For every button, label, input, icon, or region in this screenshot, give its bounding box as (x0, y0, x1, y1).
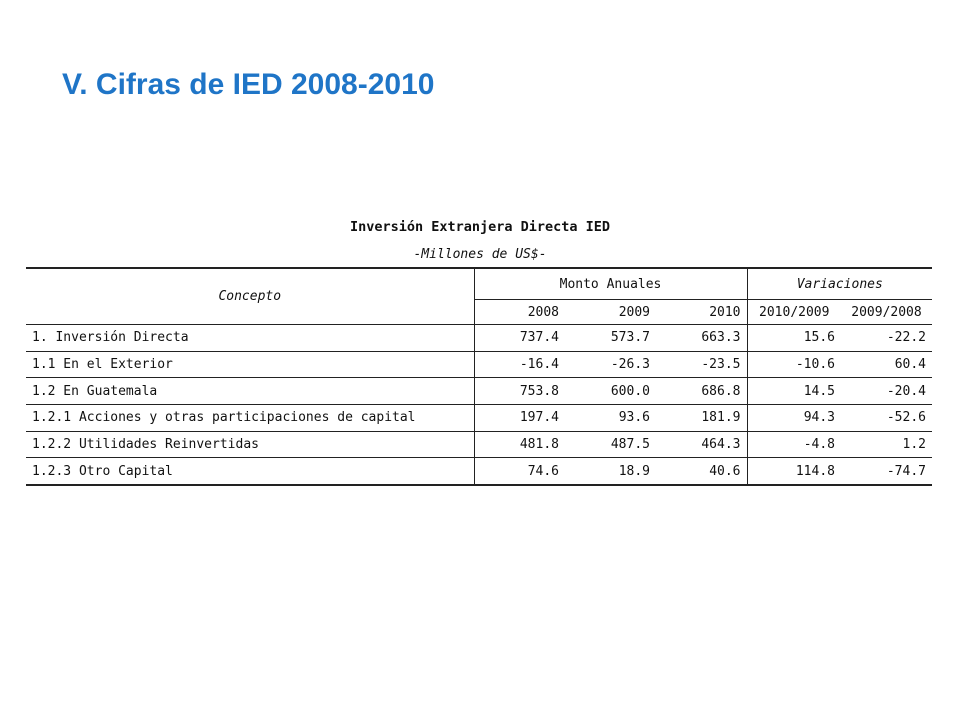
variation-2009-2008: -20.4 (841, 377, 932, 406)
variaciones-header: Variaciones (746, 267, 932, 300)
table-title: Inversión Extranjera Directa IED (349, 219, 611, 235)
value-2008: -16.4 (473, 351, 565, 379)
value-2010: 464.3 (656, 431, 747, 459)
value-2009: -26.3 (565, 351, 656, 379)
variation-2010-2009: 94.3 (746, 404, 841, 432)
value-2009: 18.9 (565, 457, 656, 487)
value-2008: 481.8 (473, 431, 565, 459)
value-2008: 753.8 (473, 377, 565, 406)
value-2010: 40.6 (656, 457, 747, 487)
year-header-2008: 2008 (473, 299, 565, 325)
value-2010: 181.9 (656, 404, 747, 432)
table-row: 1.2 En Guatemala 753.8 600.0 686.8 14.5 … (26, 377, 932, 406)
value-2010: -23.5 (656, 351, 747, 379)
variation-2009-2008: 1.2 (841, 431, 932, 459)
value-2009: 487.5 (565, 431, 656, 459)
value-2008: 197.4 (473, 404, 565, 432)
header-row-columns: 2008 2009 2010 2010/2009 2009/2008 (26, 299, 932, 325)
value-2010: 686.8 (656, 377, 747, 406)
table-row: 1.1 En el Exterior -16.4 -26.3 -23.5 -10… (26, 351, 932, 379)
value-2009: 600.0 (565, 377, 656, 406)
row-concept: 1. Inversión Directa (26, 324, 474, 352)
ied-table: Concepto Monto Anuales Variaciones 2008 … (26, 267, 932, 487)
row-concept: 1.2.3 Otro Capital (26, 457, 474, 487)
table-row: 1.2.1 Acciones y otras participaciones d… (26, 404, 932, 432)
row-concept: 1.2.1 Acciones y otras participaciones d… (26, 404, 474, 432)
variation-2010-2009: 15.6 (746, 324, 841, 352)
row-concept: 1.2 En Guatemala (26, 377, 474, 406)
row-concept: 1.1 En el Exterior (26, 351, 474, 379)
variation-header-2010-2009: 2010/2009 (746, 299, 841, 325)
year-header-2010: 2010 (656, 299, 747, 325)
variation-2010-2009: -10.6 (746, 351, 841, 379)
table-row: 1.2.3 Otro Capital 74.6 18.9 40.6 114.8 … (26, 457, 932, 487)
value-2009: 93.6 (565, 404, 656, 432)
year-header-2009: 2009 (565, 299, 656, 325)
variation-2010-2009: 14.5 (746, 377, 841, 406)
variation-2009-2008: 60.4 (841, 351, 932, 379)
table-body: 1. Inversión Directa 737.4 573.7 663.3 1… (26, 324, 932, 487)
table-row: 1.2.2 Utilidades Reinvertidas 481.8 487.… (26, 431, 932, 459)
variation-2010-2009: -4.8 (746, 431, 841, 459)
variation-2009-2008: -22.2 (841, 324, 932, 352)
variation-2010-2009: 114.8 (746, 457, 841, 487)
table-row: 1. Inversión Directa 737.4 573.7 663.3 1… (26, 324, 932, 352)
value-2009: 573.7 (565, 324, 656, 352)
variation-header-2009-2008: 2009/2008 (841, 299, 932, 325)
monto-anuales-header: Monto Anuales (473, 267, 747, 300)
table-subtitle: -Millones de US$- (413, 247, 547, 262)
variation-2009-2008: -52.6 (841, 404, 932, 432)
variation-2009-2008: -74.7 (841, 457, 932, 487)
slide-title: V. Cifras de IED 2008-2010 (62, 68, 435, 101)
header-row-groups: Concepto Monto Anuales Variaciones (26, 267, 932, 325)
value-2010: 663.3 (656, 324, 747, 352)
row-concept: 1.2.2 Utilidades Reinvertidas (26, 431, 474, 459)
concept-header: Concepto (26, 267, 474, 325)
table-header: Concepto Monto Anuales Variaciones 2008 … (26, 267, 932, 325)
value-2008: 737.4 (473, 324, 565, 352)
value-2008: 74.6 (473, 457, 565, 487)
